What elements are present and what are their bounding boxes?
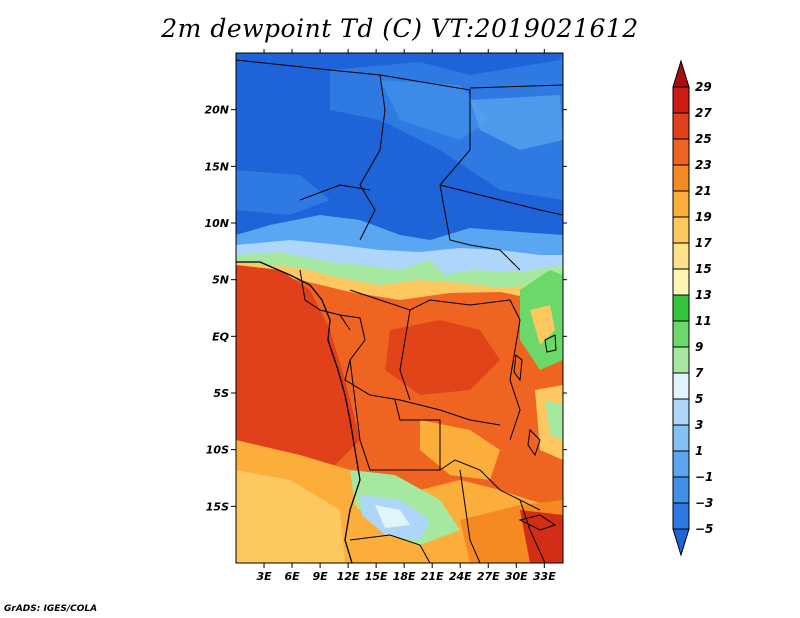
lat-axis: 20N 15N 10N 5N EQ 5S 10S 15S — [204, 104, 567, 513]
colorbar-min-triangle — [672, 528, 690, 557]
colorbar-label: 13 — [695, 288, 712, 302]
lat-tick-label: 10N — [204, 217, 229, 230]
lake-outlines — [513, 334, 557, 531]
colorbar-box — [672, 476, 690, 504]
colorbar: 29 27 25 23 21 19 17 15 13 11 9 7 5 3 1 −1 −3 −5 — [672, 59, 713, 557]
map-title: 2m dewpoint Td (C) VT:2019021612 — [161, 14, 639, 43]
colorbar-label: 25 — [695, 132, 712, 146]
colorbar-box — [672, 450, 690, 478]
colorbar-label: 19 — [695, 210, 712, 224]
grads-credit: GrADS: IGES/COLA — [4, 604, 98, 614]
plot-frame — [235, 52, 564, 564]
colorbar-label: 5 — [695, 392, 703, 406]
lon-tick-label: 24E — [449, 570, 472, 583]
lon-tick-label: 9E — [312, 570, 328, 583]
lat-tick-label: EQ — [212, 330, 229, 343]
colorbar-label: 3 — [695, 418, 703, 432]
coastline — [236, 261, 361, 563]
colorbar-label: 11 — [695, 314, 712, 328]
colorbar-box — [672, 242, 690, 270]
lon-tick-label: 18E — [393, 570, 416, 583]
colorbar-box — [672, 294, 690, 322]
colorbar-box — [672, 424, 690, 452]
country-borders — [236, 59, 563, 563]
colorbar-label: 15 — [695, 262, 712, 276]
lat-tick-label: 20N — [204, 104, 229, 117]
colorbar-box — [672, 138, 690, 166]
lon-tick-label: 27E — [477, 570, 500, 583]
lon-tick-label: 12E — [337, 570, 360, 583]
colorbar-max-triangle — [672, 59, 690, 88]
lon-tick-label: 30E — [505, 570, 528, 583]
colorbar-label: 9 — [695, 340, 703, 354]
lon-tick-label: 15E — [365, 570, 388, 583]
colorbar-box — [672, 268, 690, 296]
colorbar-box — [672, 164, 690, 192]
colorbar-box — [672, 502, 690, 530]
colorbar-box — [672, 346, 690, 374]
lon-tick-label: 3E — [256, 570, 272, 583]
lat-tick-label: 10S — [206, 444, 229, 457]
colorbar-label: 23 — [695, 158, 712, 172]
colorbar-label: −1 — [695, 470, 713, 484]
colorbar-box — [672, 216, 690, 244]
colorbar-box — [672, 190, 690, 218]
colorbar-label: 17 — [695, 236, 712, 250]
lon-tick-label: 33E — [533, 570, 556, 583]
colorbar-label: 21 — [695, 184, 712, 198]
colorbar-box — [672, 398, 690, 426]
lon-tick-label: 21E — [421, 570, 444, 583]
colorbar-label: 7 — [695, 366, 704, 380]
lat-tick-label: 5S — [213, 387, 229, 400]
colorbar-label: −5 — [695, 522, 713, 536]
lat-tick-label: 15N — [204, 160, 229, 173]
colorbar-label: 29 — [695, 80, 712, 94]
colorbar-label: −3 — [695, 496, 713, 510]
colorbar-box — [672, 320, 690, 348]
colorbar-label: 1 — [695, 444, 703, 458]
lon-axis: 3E 6E 9E 12E 15E 18E 21E 24E 27E 30E 33E — [256, 49, 556, 583]
colorbar-box — [672, 86, 690, 114]
lat-tick-label: 15S — [206, 500, 229, 513]
colorbar-label: 27 — [695, 106, 712, 120]
colorbar-box — [672, 112, 690, 140]
colorbar-box — [672, 372, 690, 400]
lat-tick-label: 5N — [212, 274, 229, 287]
lon-tick-label: 6E — [284, 570, 300, 583]
